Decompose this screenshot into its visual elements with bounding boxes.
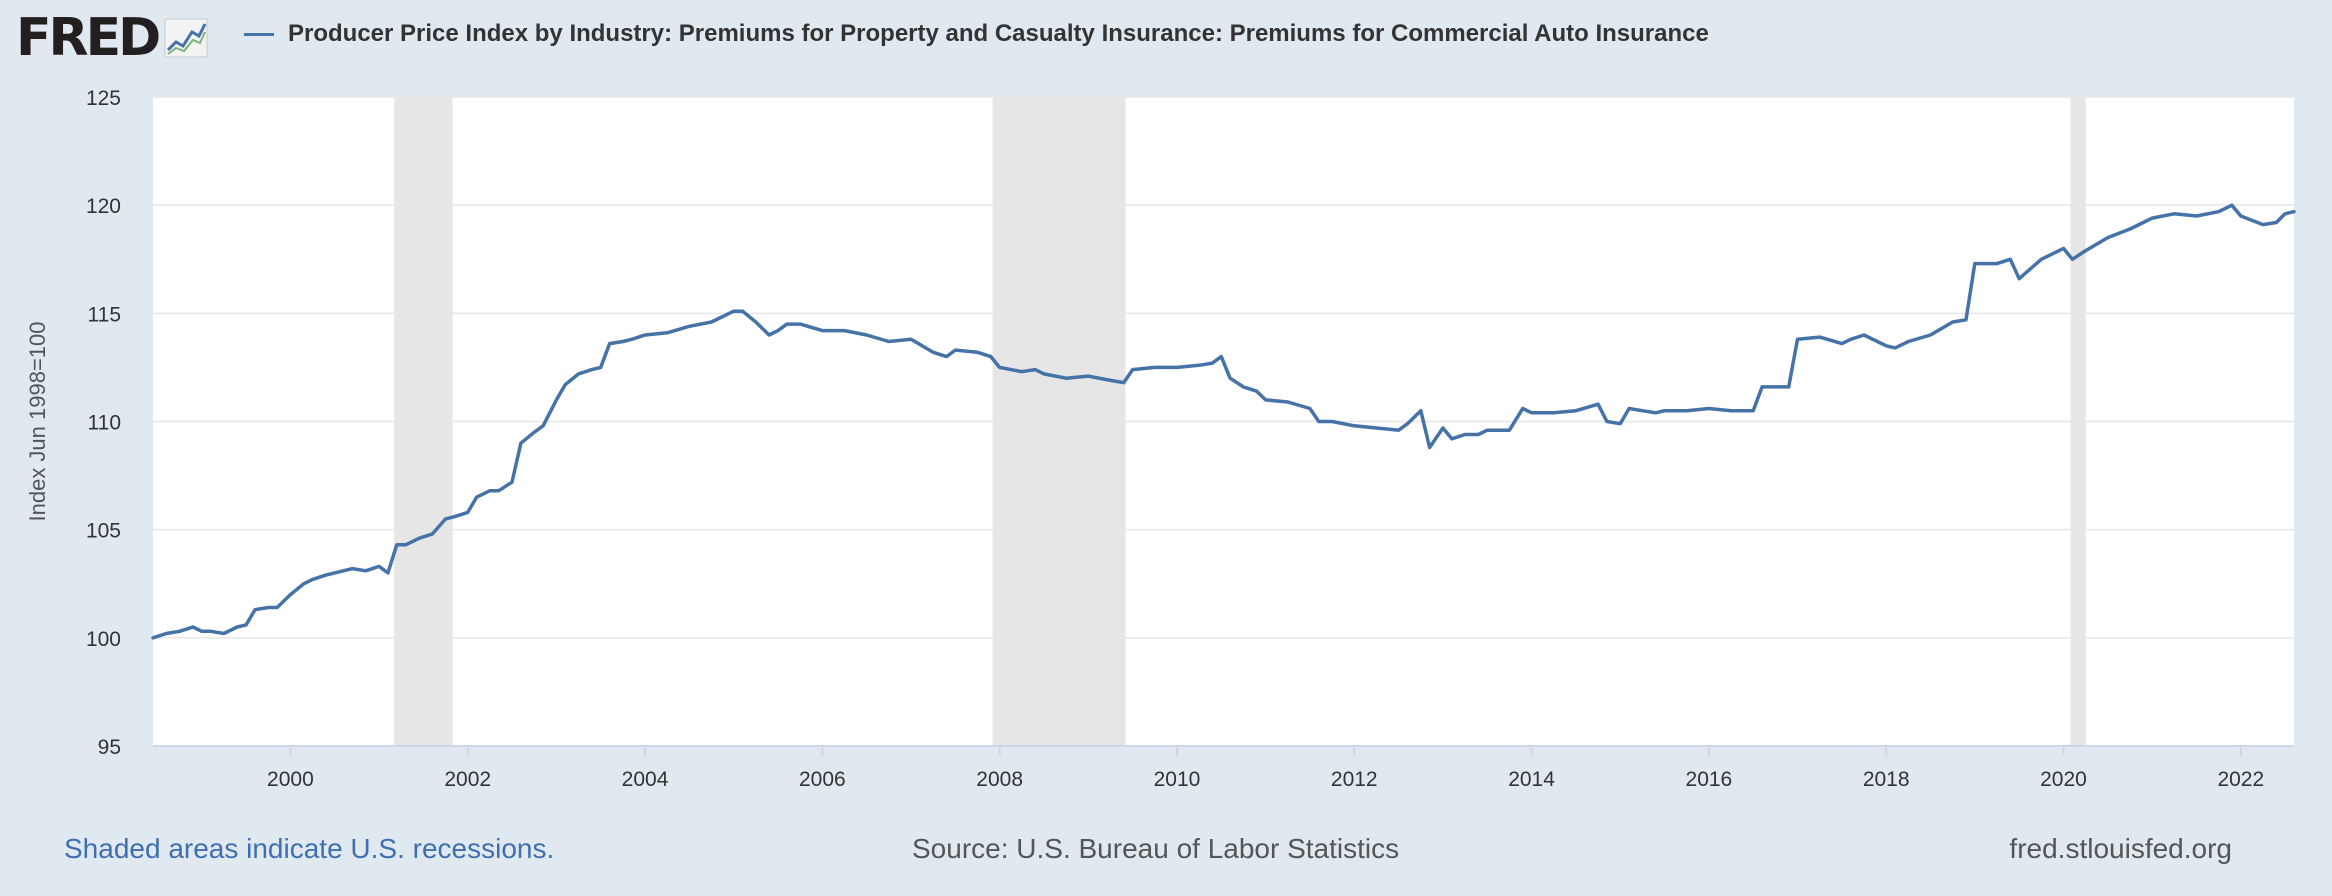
x-tick-label-2012: 2012 [1331,768,1378,791]
y-tick-label-105: 105 [86,520,121,543]
y-axis: 95 100 105 110 115 120 125 [86,87,121,759]
x-tick-label-2006: 2006 [799,768,846,791]
chart-header: FRED Producer Price Index by Industry: P… [0,0,2332,80]
x-tick-label-2010: 2010 [1154,768,1201,791]
x-tick-label-2002: 2002 [444,768,491,791]
y-tick-label-115: 115 [88,303,121,326]
x-axis: 2000 2002 2004 2006 2008 2010 2012 2014 2016 2018… [153,745,2294,791]
x-tick-label-2022: 2022 [2217,768,2264,791]
recession-note-link[interactable]: Shaded areas indicate U.S. recessions. [64,833,555,864]
x-tick-label-2014: 2014 [1508,768,1555,791]
x-tick-label-2008: 2008 [976,768,1023,791]
y-tick-label-120: 120 [86,195,121,218]
fred-graph-icon [164,18,208,58]
y-tick-label-125: 125 [86,87,121,110]
y-tick-label-110: 110 [88,412,121,435]
series-layer [151,203,2296,640]
legend-line-swatch [244,32,274,36]
legend-series-name: Producer Price Index by Industry: Premiu… [288,20,1709,47]
fred-logo[interactable]: FRED [16,8,208,68]
x-tick-label-2016: 2016 [1686,768,1733,791]
y-tick-label-95: 95 [98,736,121,759]
site-link[interactable]: fred.stlouisfed.org [2009,833,2232,864]
y-axis-title: Index Jun 1998=100 [25,321,50,521]
x-tick-label-2004: 2004 [622,768,669,791]
x-tick-label-2018: 2018 [1863,768,1910,791]
x-tick-label-2020: 2020 [2040,768,2087,791]
source-text: Source: U.S. Bureau of Labor Statistics [912,833,1400,864]
series-line-1[interactable] [151,203,2296,640]
fred-logo-text: FRED [16,8,161,68]
x-tick-label-2000: 2000 [267,768,314,791]
legend[interactable]: Producer Price Index by Industry: Premiu… [244,20,1709,48]
y-tick-label-100: 100 [86,628,121,651]
